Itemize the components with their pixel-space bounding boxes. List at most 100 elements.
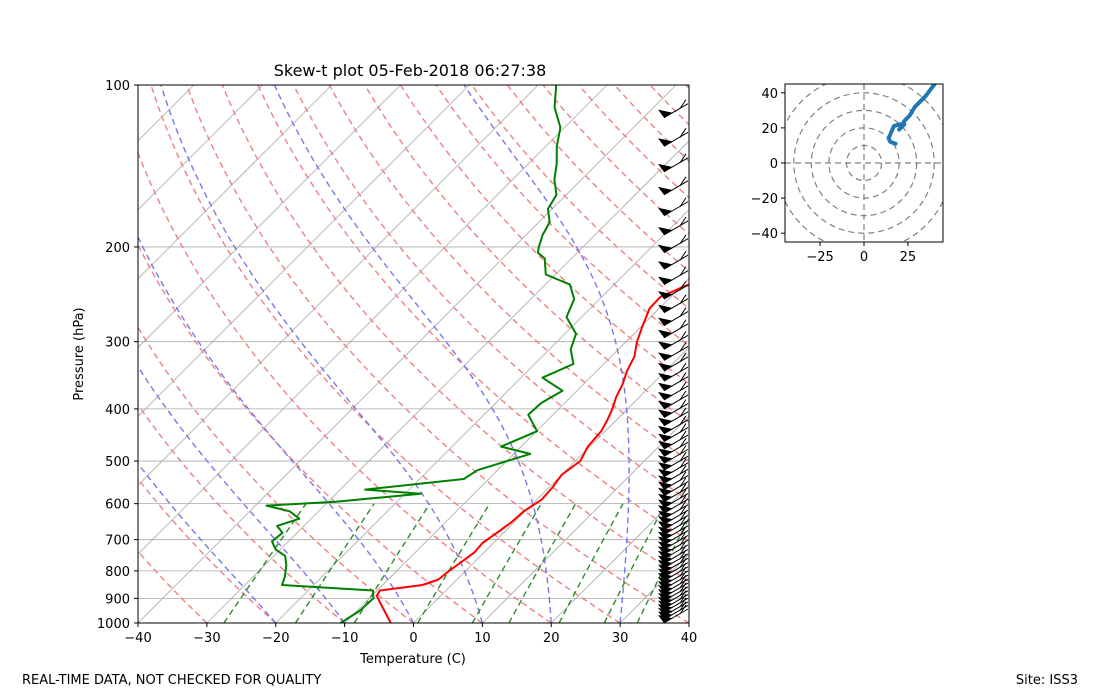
x-tick-label: 0 [409, 631, 417, 646]
hodograph-ticks: −25 0 25 40 20 0 −20 −40 [751, 87, 917, 265]
x-tick-label: 10 [474, 631, 491, 646]
y-tick-label: 700 [105, 534, 130, 549]
skewt-profiles [265, 85, 689, 623]
moist-adiabat [273, 85, 552, 623]
dry-adiabat [578, 85, 689, 199]
quality-disclaimer: REAL-TIME DATA, NOT CHECKED FOR QUALITY [22, 673, 322, 688]
dry-adiabat [138, 151, 552, 623]
wind-barb-icon [658, 494, 689, 514]
wind-barb-icon [658, 471, 689, 491]
dry-adiabat [221, 85, 689, 583]
dry-adiabat [138, 477, 277, 623]
dry-adiabat [257, 85, 689, 542]
wind-barb-icon [658, 234, 689, 254]
wind-barb-icon [658, 250, 689, 270]
dry-adiabat [685, 85, 689, 90]
wind-barb-icon [658, 531, 689, 550]
isotherm-line [138, 85, 264, 211]
hodo-y-tick-label: 20 [761, 122, 778, 137]
isotherm-line [138, 85, 677, 623]
wind-barb-icon [658, 458, 689, 478]
mixing-ratio-line [223, 503, 307, 623]
wind-barb-icon [658, 465, 689, 484]
skewt-frame [137, 84, 690, 624]
wind-barb-icon [658, 451, 689, 471]
dry-adiabat [292, 85, 689, 502]
dry-adiabat [185, 85, 689, 623]
wind-barb-icon [658, 390, 689, 410]
isotherm-line [619, 553, 689, 623]
y-tick-label: 300 [105, 336, 130, 351]
wind-barb-icon [658, 128, 689, 147]
mixing-ratio-line [471, 503, 542, 623]
wind-barb-icon [658, 319, 689, 339]
wind-barb-icon [658, 266, 689, 286]
x-tick-label: 40 [681, 631, 698, 646]
dry-adiabat [138, 403, 346, 623]
wind-barb-icon [658, 362, 689, 382]
hodo-x-tick-label: 25 [900, 250, 917, 265]
y-tick-label: 1000 [97, 617, 130, 632]
x-tick-label: 30 [612, 631, 629, 646]
wind-barb-icon [658, 153, 689, 173]
hodograph-trace [886, 84, 938, 146]
wind-barb-icon [658, 197, 689, 217]
wind-barb-icon [658, 294, 689, 314]
moist-adiabat [160, 85, 484, 623]
moist-adiabat [688, 619, 689, 623]
skewt-y-ticks: 100 200 300 400 500 600 700 800 900 1000 [97, 79, 138, 632]
skewt-background-lines [138, 85, 1100, 623]
hodo-y-tick-label: 40 [761, 87, 778, 102]
wind-barb-icon [658, 438, 689, 457]
wind-barb-icon [658, 407, 689, 427]
wind-barb-icon [658, 176, 689, 196]
site-label: Site: ISS3 [1015, 673, 1078, 688]
wind-barbs [658, 99, 689, 624]
wind-barb-icon [658, 516, 689, 536]
isotherm-line [482, 415, 689, 623]
skewt-y-label: Pressure (hPa) [72, 307, 87, 400]
moist-adiabat [138, 235, 415, 623]
wind-barb-icon [658, 99, 689, 119]
hodo-x-tick-label: −25 [806, 250, 833, 265]
y-tick-label: 900 [105, 592, 130, 607]
wind-barb-icon [658, 505, 689, 525]
isotherm-line [206, 140, 689, 623]
skewt-title: Skew-t plot 05-Feb-2018 06:27:38 [274, 61, 547, 80]
dry-adiabat [138, 550, 208, 623]
wind-barb-icon [658, 430, 689, 450]
mixing-ratio-line [294, 503, 375, 623]
dry-adiabat [364, 85, 689, 423]
isotherm-line [344, 278, 689, 623]
moist-adiabat [463, 85, 630, 623]
y-tick-label: 500 [105, 455, 130, 470]
moist-adiabat [138, 365, 346, 623]
x-tick-label: −10 [331, 631, 358, 646]
hodo-y-tick-label: 0 [770, 157, 778, 172]
hodo-y-tick-label: −20 [751, 192, 778, 207]
hodograph-ring [793, 92, 935, 234]
dry-adiabat [328, 85, 689, 462]
dewpoint-profile [265, 85, 577, 623]
wind-barb-icon [658, 489, 689, 508]
wind-barb-icon [658, 423, 689, 442]
wind-barb-icon [658, 521, 689, 541]
isotherm-line [138, 85, 332, 280]
dry-adiabat [435, 85, 689, 347]
dry-adiabat [721, 85, 1100, 623]
x-tick-label: −40 [124, 631, 151, 646]
temperature-profile [375, 283, 689, 623]
isotherm-line [688, 622, 689, 623]
y-tick-label: 400 [105, 403, 130, 418]
y-tick-label: 100 [105, 79, 130, 94]
wind-barb-icon [658, 445, 689, 464]
wind-barb-icon [658, 352, 689, 372]
isotherm-line [138, 85, 195, 142]
x-tick-label: −30 [193, 631, 220, 646]
dry-adiabat [138, 326, 414, 623]
hodograph-rings [785, 84, 943, 242]
mixing-ratio-line [353, 503, 431, 623]
wind-barb-icon [658, 415, 689, 435]
dry-adiabat [138, 243, 483, 623]
